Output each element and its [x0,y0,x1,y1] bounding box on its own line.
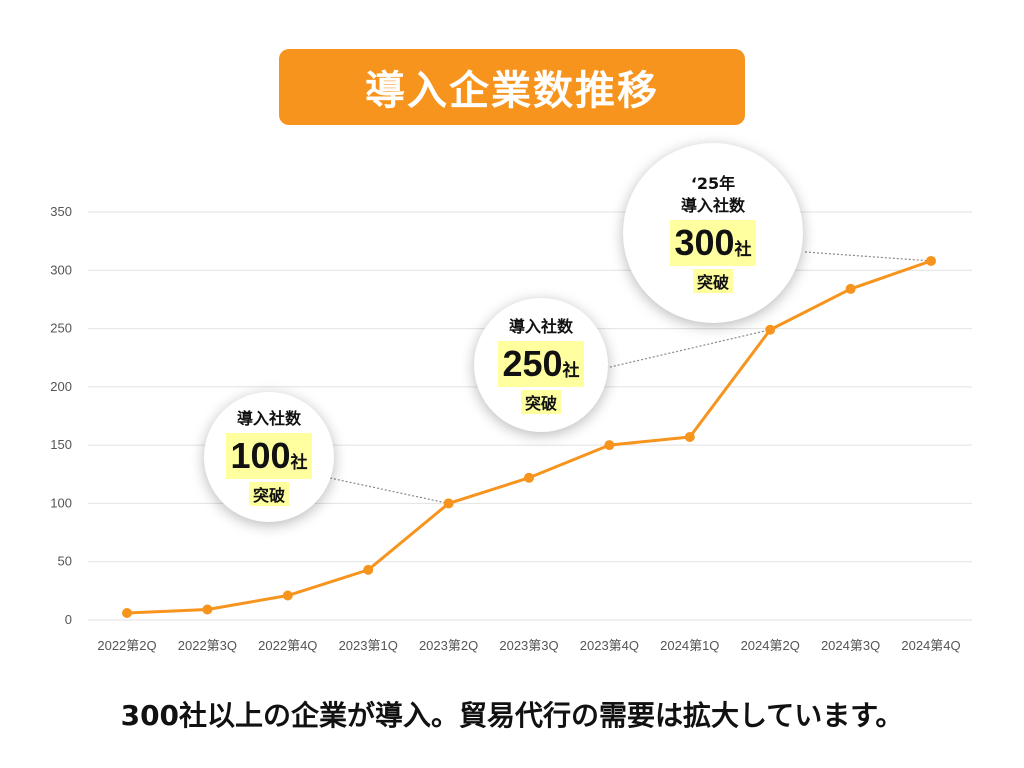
leader-line-1 [605,329,771,369]
chart-title: 導入企業数推移 [365,68,659,114]
title-banner: 導入企業数推移 [279,49,745,125]
annotation-300: ‘25年 導入社数 300社 突破 [623,143,803,323]
data-point-4 [443,498,454,509]
data-point-0 [122,608,132,619]
x-tick-label: 2023第1Q [339,638,398,653]
footer-message: 300社以上の企業が導入。貿易代行の需要は拡大しています。 [120,699,904,732]
x-tick-label: 2023第2Q [419,638,478,653]
x-tick-label: 2024第3Q [821,638,880,653]
annotation-250-suffix: 突破 [520,390,561,414]
annotation-100-value: 100社 [226,433,312,479]
data-point-7 [684,431,695,442]
x-axis-ticks: 2022第2Q 2022第3Q 2022第4Q 2023第1Q 2023第2Q 2023第… [97,638,960,653]
x-tick-label: 2024第4Q [901,638,960,653]
y-tick-label: 0 [65,612,72,627]
x-tick-label: 2023第3Q [499,638,558,653]
data-point-8 [765,324,776,335]
annotation-100-number: 100 [230,435,291,476]
leader-line-2 [804,251,932,262]
annotation-100-unit: 社 [290,453,308,473]
x-tick-label: 2024第1Q [660,638,719,653]
y-tick-label: 50 [58,554,72,569]
annotation-300-suffix: 突破 [692,269,733,293]
data-point-2 [282,590,293,601]
annotation-100: 導入社数 100社 突破 [204,392,334,522]
annotation-300-number: 300 [674,222,735,263]
data-points [122,255,936,619]
x-tick-label: 2024第2Q [741,638,800,653]
x-tick-label: 2022第4Q [258,638,317,653]
x-tick-label: 2022第2Q [97,638,156,653]
annotation-250-top: 導入社数 [508,317,573,336]
data-point-3 [363,564,374,575]
annotation-300-line2: 導入社数 [680,196,745,215]
data-point-10 [926,255,936,266]
annotation-300-line1: ‘25年 [690,174,736,193]
data-point-6 [604,440,615,451]
annotation-250-number: 250 [502,343,563,384]
y-tick-label: 100 [50,495,72,510]
y-axis-ticks: 0 50 100 150 200 250 300 350 [50,204,72,627]
y-tick-label: 200 [50,379,72,394]
annotation-250: 導入社数 250社 突破 [474,298,608,432]
data-point-5 [524,472,534,483]
annotation-250-unit: 社 [562,361,580,381]
grid-lines [88,211,972,621]
data-point-1 [202,604,213,615]
annotation-300-value: 300社 [670,220,756,266]
y-tick-label: 250 [50,321,72,336]
x-tick-label: 2022第3Q [178,638,237,653]
y-tick-label: 300 [50,262,72,277]
annotation-100-suffix: 突破 [248,482,289,506]
y-tick-label: 150 [50,437,72,452]
data-point-9 [845,283,856,294]
annotation-leaders [329,251,932,505]
x-tick-label: 2023第4Q [580,638,639,653]
y-tick-label: 350 [50,204,72,219]
annotation-250-value: 250社 [498,341,584,387]
leader-line-0 [329,477,449,505]
annotation-100-top: 導入社数 [236,409,301,428]
annotation-300-unit: 社 [734,240,752,260]
